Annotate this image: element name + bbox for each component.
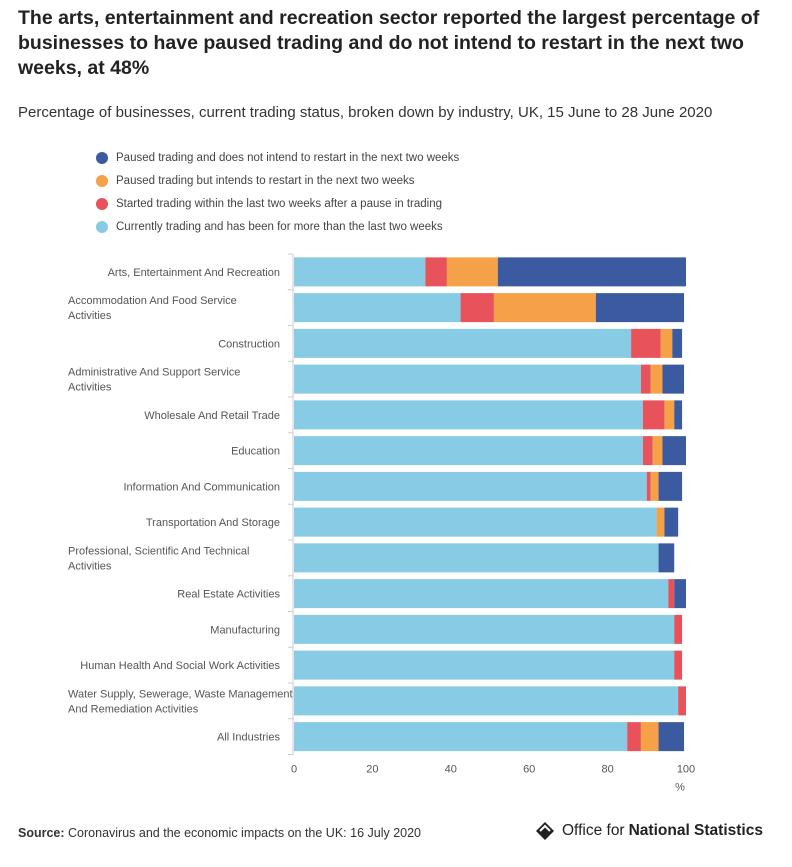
bar-segment bbox=[650, 364, 663, 394]
bar-segment bbox=[294, 722, 628, 752]
y-tick-label: Human Health And Social Work Activities bbox=[80, 660, 280, 672]
bar-segment bbox=[674, 400, 683, 430]
legend-item: Paused trading and does not intend to re… bbox=[96, 146, 459, 169]
y-tick-label: Wholesale And Retail Trade bbox=[144, 410, 280, 422]
x-tick-label: 60 bbox=[523, 764, 535, 776]
legend-label: Paused trading but intends to restart in… bbox=[116, 174, 415, 187]
legend-swatch bbox=[96, 197, 108, 210]
chart-legend: Paused trading and does not intend to re… bbox=[96, 146, 459, 238]
ons-logo-icon bbox=[536, 822, 554, 840]
bar-segment bbox=[662, 364, 685, 394]
x-tick-label: 0 bbox=[291, 764, 297, 776]
bar-segment bbox=[446, 257, 498, 287]
logo-text-plain: Office for bbox=[562, 822, 625, 839]
bar-chart: Arts, Entertainment And Recreation Accomm… bbox=[68, 253, 695, 794]
y-tick-label: Water Supply, Sewerage, Waste Management… bbox=[68, 688, 293, 715]
x-tick-label: 100 bbox=[677, 764, 695, 776]
chart-subtitle: Percentage of businesses, current tradin… bbox=[18, 104, 713, 121]
bar-segment bbox=[497, 257, 686, 287]
bar-segment bbox=[658, 543, 675, 573]
legend-swatch bbox=[96, 174, 108, 187]
y-tick-label: Real Estate Activities bbox=[177, 589, 280, 601]
bar-segment bbox=[640, 364, 651, 394]
legend-item: Started trading within the last two week… bbox=[96, 192, 459, 215]
y-tick-label: Information And Communication bbox=[123, 481, 280, 493]
bar-segment bbox=[652, 436, 663, 466]
legend-item: Paused trading but intends to restart in… bbox=[96, 169, 459, 192]
bar-segment bbox=[493, 293, 596, 323]
source-text: Coronavirus and the economic impacts on … bbox=[68, 826, 422, 840]
y-tick-label: Arts, Entertainment And Recreation bbox=[108, 267, 280, 279]
bar-segment bbox=[674, 614, 683, 644]
bar-segment bbox=[646, 471, 651, 501]
y-tick-label: Manufacturing bbox=[210, 624, 280, 636]
bar-segment bbox=[640, 722, 659, 752]
bar-segment bbox=[627, 722, 641, 752]
bar-segment bbox=[658, 722, 685, 752]
bar-segment bbox=[294, 686, 679, 716]
y-tick-label: Construction bbox=[218, 338, 280, 350]
x-tick-label: 20 bbox=[366, 764, 378, 776]
bar-segment bbox=[294, 650, 675, 680]
bar-segment bbox=[294, 579, 669, 609]
y-tick-label: Transportation And Storage bbox=[146, 517, 280, 529]
ons-logo: Office for National Statistics bbox=[534, 820, 763, 842]
legend-item: Currently trading and has been for more … bbox=[96, 215, 459, 238]
y-tick-label: Education bbox=[231, 446, 280, 458]
x-tick-label: 40 bbox=[445, 764, 457, 776]
bar-segment bbox=[672, 328, 683, 358]
y-tick-label: Administrative And Support Service Activi… bbox=[68, 367, 240, 394]
bar-segment bbox=[642, 436, 653, 466]
bar-segment bbox=[660, 328, 673, 358]
source-label: Source: bbox=[18, 826, 65, 840]
bar-segment bbox=[294, 293, 461, 323]
bar-segment bbox=[674, 579, 686, 609]
chart-title: The arts, entertainment and recreation s… bbox=[18, 7, 760, 79]
bar-segment bbox=[664, 400, 675, 430]
bar-segment bbox=[650, 471, 659, 501]
bar-segment bbox=[642, 400, 665, 430]
bar-segment bbox=[294, 543, 659, 573]
bar-segment bbox=[294, 257, 426, 287]
bar-segment bbox=[678, 686, 686, 716]
bar-segment bbox=[662, 436, 686, 466]
bar-segment bbox=[668, 579, 675, 609]
bar-segment bbox=[294, 471, 647, 501]
y-tick-label: Professional, Scientific And Technical Ac… bbox=[68, 545, 249, 572]
source-note: Source: Coronavirus and the economic imp… bbox=[18, 826, 421, 840]
bar-segment bbox=[294, 507, 657, 537]
legend-swatch bbox=[96, 151, 108, 164]
bar-segment bbox=[294, 328, 632, 358]
bar-segment bbox=[595, 293, 685, 323]
x-tick-label: 80 bbox=[601, 764, 613, 776]
y-tick-label: Accommodation And Food Service Activities bbox=[68, 295, 237, 322]
x-axis-label: % bbox=[675, 782, 685, 794]
bar-segment bbox=[656, 507, 665, 537]
bar-segment bbox=[658, 471, 683, 501]
bar-segment bbox=[294, 436, 643, 466]
logo-text-bold: National Statistics bbox=[628, 822, 763, 839]
bar-segment bbox=[460, 293, 494, 323]
legend-label: Paused trading and does not intend to re… bbox=[116, 151, 460, 164]
legend-swatch bbox=[96, 220, 108, 233]
legend-label: Started trading within the last two week… bbox=[116, 197, 443, 210]
bar-segment bbox=[294, 400, 643, 430]
bar-segment bbox=[631, 328, 661, 358]
bar-segment bbox=[674, 650, 683, 680]
bar-segment bbox=[294, 364, 641, 394]
legend-label: Currently trading and has been for more … bbox=[116, 220, 443, 233]
bar-segment bbox=[294, 614, 675, 644]
y-tick-label: All Industries bbox=[217, 732, 280, 744]
bar-segment bbox=[664, 507, 679, 537]
bar-segment bbox=[425, 257, 447, 287]
